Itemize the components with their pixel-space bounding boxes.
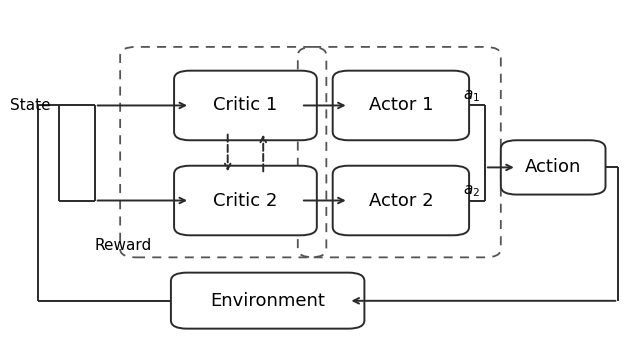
Text: Critic 2: Critic 2 — [213, 191, 278, 209]
Text: Critic 1: Critic 1 — [213, 97, 278, 115]
Text: Action: Action — [525, 158, 581, 176]
Text: Actor 1: Actor 1 — [369, 97, 433, 115]
FancyBboxPatch shape — [171, 273, 364, 329]
FancyBboxPatch shape — [333, 166, 469, 235]
Text: State: State — [10, 98, 51, 113]
Text: Environment: Environment — [210, 292, 325, 310]
FancyBboxPatch shape — [174, 71, 317, 140]
FancyBboxPatch shape — [174, 166, 317, 235]
Text: Actor 2: Actor 2 — [369, 191, 433, 209]
Text: $a_2$: $a_2$ — [463, 183, 480, 199]
Text: $a_1$: $a_1$ — [463, 88, 480, 104]
FancyBboxPatch shape — [333, 71, 469, 140]
FancyBboxPatch shape — [501, 140, 605, 195]
Text: Reward: Reward — [95, 238, 152, 253]
